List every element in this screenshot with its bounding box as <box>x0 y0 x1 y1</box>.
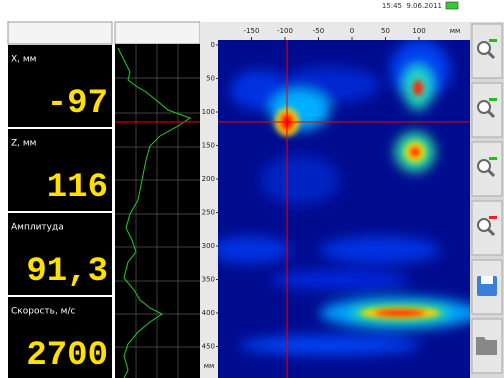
z-tick-label: 100 <box>202 108 215 116</box>
readout-label: Скорость, м/с <box>11 307 75 317</box>
clock-time: 15:45 <box>382 2 402 10</box>
ascan-panel <box>115 44 200 378</box>
z-axis-unit: мм <box>204 362 215 370</box>
battery-icon <box>446 2 458 9</box>
z-tick-label: 250 <box>202 209 215 217</box>
x-tick-label: -150 <box>244 27 260 35</box>
readout-value: 2700 <box>26 337 108 375</box>
x-tick-label: 0 <box>350 27 354 35</box>
clock-date: 9.06.2011 <box>406 2 442 10</box>
z-tick-label: 400 <box>202 309 215 317</box>
ascan-header <box>115 22 200 44</box>
x-tick-label: -50 <box>313 27 324 35</box>
icon-badge <box>489 216 497 219</box>
z-tick-label: 350 <box>202 276 215 284</box>
x-axis-ruler <box>200 22 470 40</box>
z-tick-label: 150 <box>202 142 215 150</box>
readout-label: Z, мм <box>11 139 36 149</box>
z-tick-label: 450 <box>202 343 215 351</box>
readout-header <box>8 22 112 44</box>
device-screen: 15:45 9.06.2011 <box>0 0 504 378</box>
icon-badge <box>489 98 497 101</box>
z-tick-label: 300 <box>202 242 215 250</box>
x-axis-unit: мм <box>450 27 461 35</box>
z-tick-label: 200 <box>202 175 215 183</box>
readout-value: -97 <box>47 85 108 123</box>
readout-value: 91,3 <box>26 253 108 291</box>
icon-badge <box>489 157 497 160</box>
readout-label: X, мм <box>11 55 36 65</box>
z-tick-label: 50 <box>206 75 215 83</box>
bscan-image <box>210 40 480 378</box>
readout-label: Амплитуда <box>11 223 64 233</box>
x-tick-label: 50 <box>381 27 390 35</box>
save-icon-label <box>481 276 493 284</box>
z-tick-label: 0 <box>211 41 215 49</box>
icon-badge <box>489 39 497 42</box>
x-tick-label: -100 <box>277 27 293 35</box>
x-tick-label: 100 <box>412 27 425 35</box>
readout-value: 116 <box>47 169 108 207</box>
